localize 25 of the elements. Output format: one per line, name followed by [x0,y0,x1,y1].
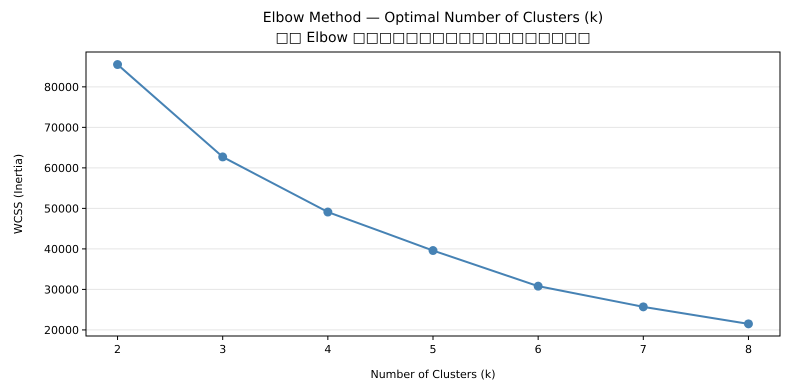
y-tick-label: 60000 [44,162,79,175]
y-tick-label: 80000 [44,80,79,94]
x-tick-label: 7 [640,343,647,356]
x-tick-label: 5 [430,343,436,356]
y-tick-label: 20000 [44,324,79,337]
x-tick-label: 8 [744,343,752,356]
x-tick-label: 2 [114,343,122,356]
chart-subtitle: □□ Elbow □□□□□□□□□□□□□□□□□□ [275,30,591,46]
y-tick-label: 50000 [44,202,79,216]
point [744,319,753,328]
point [323,208,332,217]
y-tick-label: 30000 [44,283,79,296]
x-tick-label: 3 [219,343,226,356]
point [428,246,438,256]
x-tick-label: 6 [534,343,542,356]
x-axis-title: Number of Clusters (k) [370,368,496,381]
y-tick-label: 70000 [44,121,79,134]
point [638,302,648,312]
point [534,282,543,291]
point [113,60,122,70]
y-tick-label: 40000 [44,242,79,256]
point [218,152,228,162]
y-axis-title: WCSS (Inertia) [12,154,25,234]
chart-title: Elbow Method — Optimal Number of Clusters (k) [262,10,604,26]
x-tick-label: 4 [324,343,332,356]
